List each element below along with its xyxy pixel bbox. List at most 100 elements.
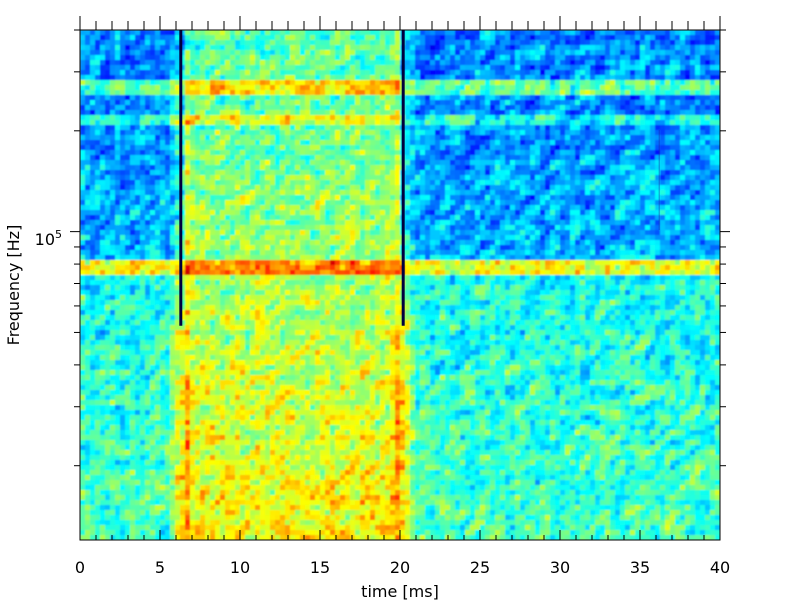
heatmap-cell [710,180,716,186]
heatmap-cell [135,185,141,191]
heatmap-cell [90,225,96,231]
heatmap-cell [250,110,256,116]
heatmap-cell [100,45,106,51]
heatmap-cell [420,90,426,96]
heatmap-cell [540,30,546,36]
heatmap-cell [185,145,191,151]
heatmap-cell [265,80,271,86]
heatmap-cell [230,35,236,41]
heatmap-cell [245,45,251,51]
heatmap-cell [295,110,301,116]
heatmap-cell [120,175,126,181]
heatmap-cell [190,95,196,101]
heatmap-cell [635,130,641,136]
heatmap-cell [135,135,141,141]
heatmap-cell [705,220,711,226]
heatmap-cell [205,165,211,171]
heatmap-cell [565,115,571,121]
heatmap-cell [390,90,396,96]
heatmap-cell [245,155,251,161]
heatmap-cell [215,55,221,61]
heatmap-cell [605,115,611,121]
heatmap-cell [195,70,201,76]
heatmap-cell [625,50,631,56]
heatmap-cell [440,50,446,56]
heatmap-cell [130,30,136,36]
heatmap-cell [245,75,251,81]
heatmap-cell [265,75,271,81]
heatmap-cell [610,140,616,146]
heatmap-cell [460,60,466,66]
heatmap-cell [380,125,386,131]
heatmap-cell [695,35,701,41]
heatmap-cell [710,125,716,131]
heatmap-cell [140,120,146,126]
heatmap-cell [335,70,341,76]
heatmap-cell [575,215,581,221]
heatmap-cell [550,85,556,91]
heatmap-cell [250,175,256,181]
heatmap-cell [395,80,401,86]
heatmap-cell [640,65,646,71]
heatmap-cell [525,75,531,81]
heatmap-cell [615,205,621,211]
heatmap-cell [250,135,256,141]
heatmap-cell [395,140,401,146]
heatmap-cell [645,85,651,91]
heatmap-cell [335,40,341,46]
heatmap-cell [540,105,546,111]
heatmap-cell [435,90,441,96]
heatmap-cell [560,180,566,186]
heatmap-cell [225,195,231,201]
heatmap-cell [340,185,346,191]
heatmap-cell [410,105,416,111]
heatmap-cell [105,180,111,186]
heatmap-cell [385,50,391,56]
heatmap-cell [660,60,666,66]
heatmap-cell [140,170,146,176]
heatmap-cell [90,130,96,136]
heatmap-cell [370,85,376,91]
heatmap-cell [270,45,276,51]
heatmap-cell [225,170,231,176]
heatmap-cell [565,55,571,61]
heatmap-cell [545,135,551,141]
heatmap-cell [680,45,686,51]
heatmap-cell [105,175,111,181]
heatmap-cell [630,95,636,101]
heatmap-cell [145,145,151,151]
heatmap-cell [420,70,426,76]
heatmap-cell [80,125,86,131]
heatmap-cell [220,70,226,76]
heatmap-cell [575,145,581,151]
heatmap-cell [470,115,476,121]
heatmap-cell [515,90,521,96]
heatmap-cell [525,195,531,201]
heatmap-cell [285,40,291,46]
heatmap-cell [80,150,86,156]
heatmap-cell [635,115,641,121]
heatmap-cell [710,215,716,221]
heatmap-cell [345,100,351,106]
heatmap-cell [335,205,341,211]
heatmap-cell [130,160,136,166]
heatmap-cell [270,145,276,151]
heatmap-cell [95,65,101,71]
heatmap-cell [95,75,101,81]
heatmap-cell [335,210,341,216]
heatmap-cell [605,160,611,166]
heatmap-cell [95,210,101,216]
heatmap-cell [535,100,541,106]
heatmap-cell [690,195,696,201]
heatmap-cell [430,95,436,101]
heatmap-cell [365,130,371,136]
heatmap-cell [705,110,711,116]
heatmap-cell [130,155,136,161]
heatmap-cell [625,30,631,36]
heatmap-cell [615,180,621,186]
heatmap-cell [480,45,486,51]
heatmap-cell [665,60,671,66]
heatmap-cell [595,110,601,116]
heatmap-cell [415,165,421,171]
heatmap-cell [265,110,271,116]
